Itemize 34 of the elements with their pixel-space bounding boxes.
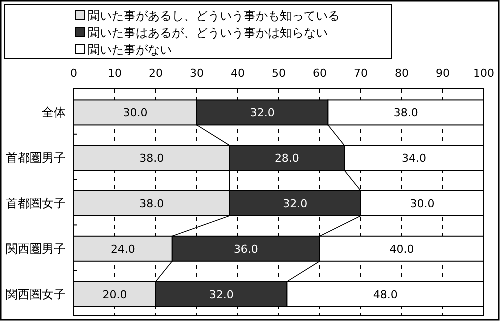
data-label: 38.0 — [394, 106, 418, 120]
y-tick-label: 首都圏男子 — [6, 151, 66, 166]
x-tick-label: 40 — [231, 67, 245, 80]
y-tick-label: 関西圏男子 — [6, 242, 66, 256]
x-tick-label: 10 — [108, 67, 122, 80]
y-tick-label: 関西圏女子 — [6, 287, 66, 302]
legend-label: 聞いた事がない — [88, 43, 172, 57]
data-label: 40.0 — [390, 242, 414, 256]
x-tick-label: 20 — [149, 67, 163, 80]
data-label: 48.0 — [373, 288, 398, 302]
legend-label: 聞いた事があるし、どういう事かも知っている — [88, 9, 340, 23]
data-label: 28.0 — [274, 152, 300, 166]
data-label: 32.0 — [209, 288, 234, 302]
data-label: 32.0 — [283, 198, 308, 210]
x-tick-label: 50 — [272, 67, 286, 80]
x-tick-label: 70 — [354, 67, 368, 80]
data-label: 38.0 — [140, 152, 164, 166]
data-label: 20.0 — [102, 288, 128, 302]
x-tick-label: 90 — [436, 67, 450, 80]
x-tick-label: 80 — [395, 67, 409, 80]
data-label: 30.0 — [410, 198, 435, 210]
x-tick-label: 30 — [190, 67, 204, 80]
x-tick-label: 0 — [70, 67, 78, 80]
x-tick-label: 60 — [313, 67, 327, 80]
x-tick-label: 100 — [474, 67, 494, 80]
data-label: 36.0 — [234, 242, 258, 256]
y-tick-label: 全体 — [42, 106, 66, 120]
legend-label: 聞いた事はあるが、どういう事かは知らない — [88, 26, 328, 40]
data-label: 30.0 — [123, 106, 148, 120]
data-label: 38.0 — [140, 198, 164, 210]
data-label: 24.0 — [110, 242, 136, 256]
data-label: 34.0 — [402, 152, 427, 166]
data-label: 32.0 — [250, 106, 275, 120]
y-tick-label: 首都圏女子 — [6, 196, 66, 210]
